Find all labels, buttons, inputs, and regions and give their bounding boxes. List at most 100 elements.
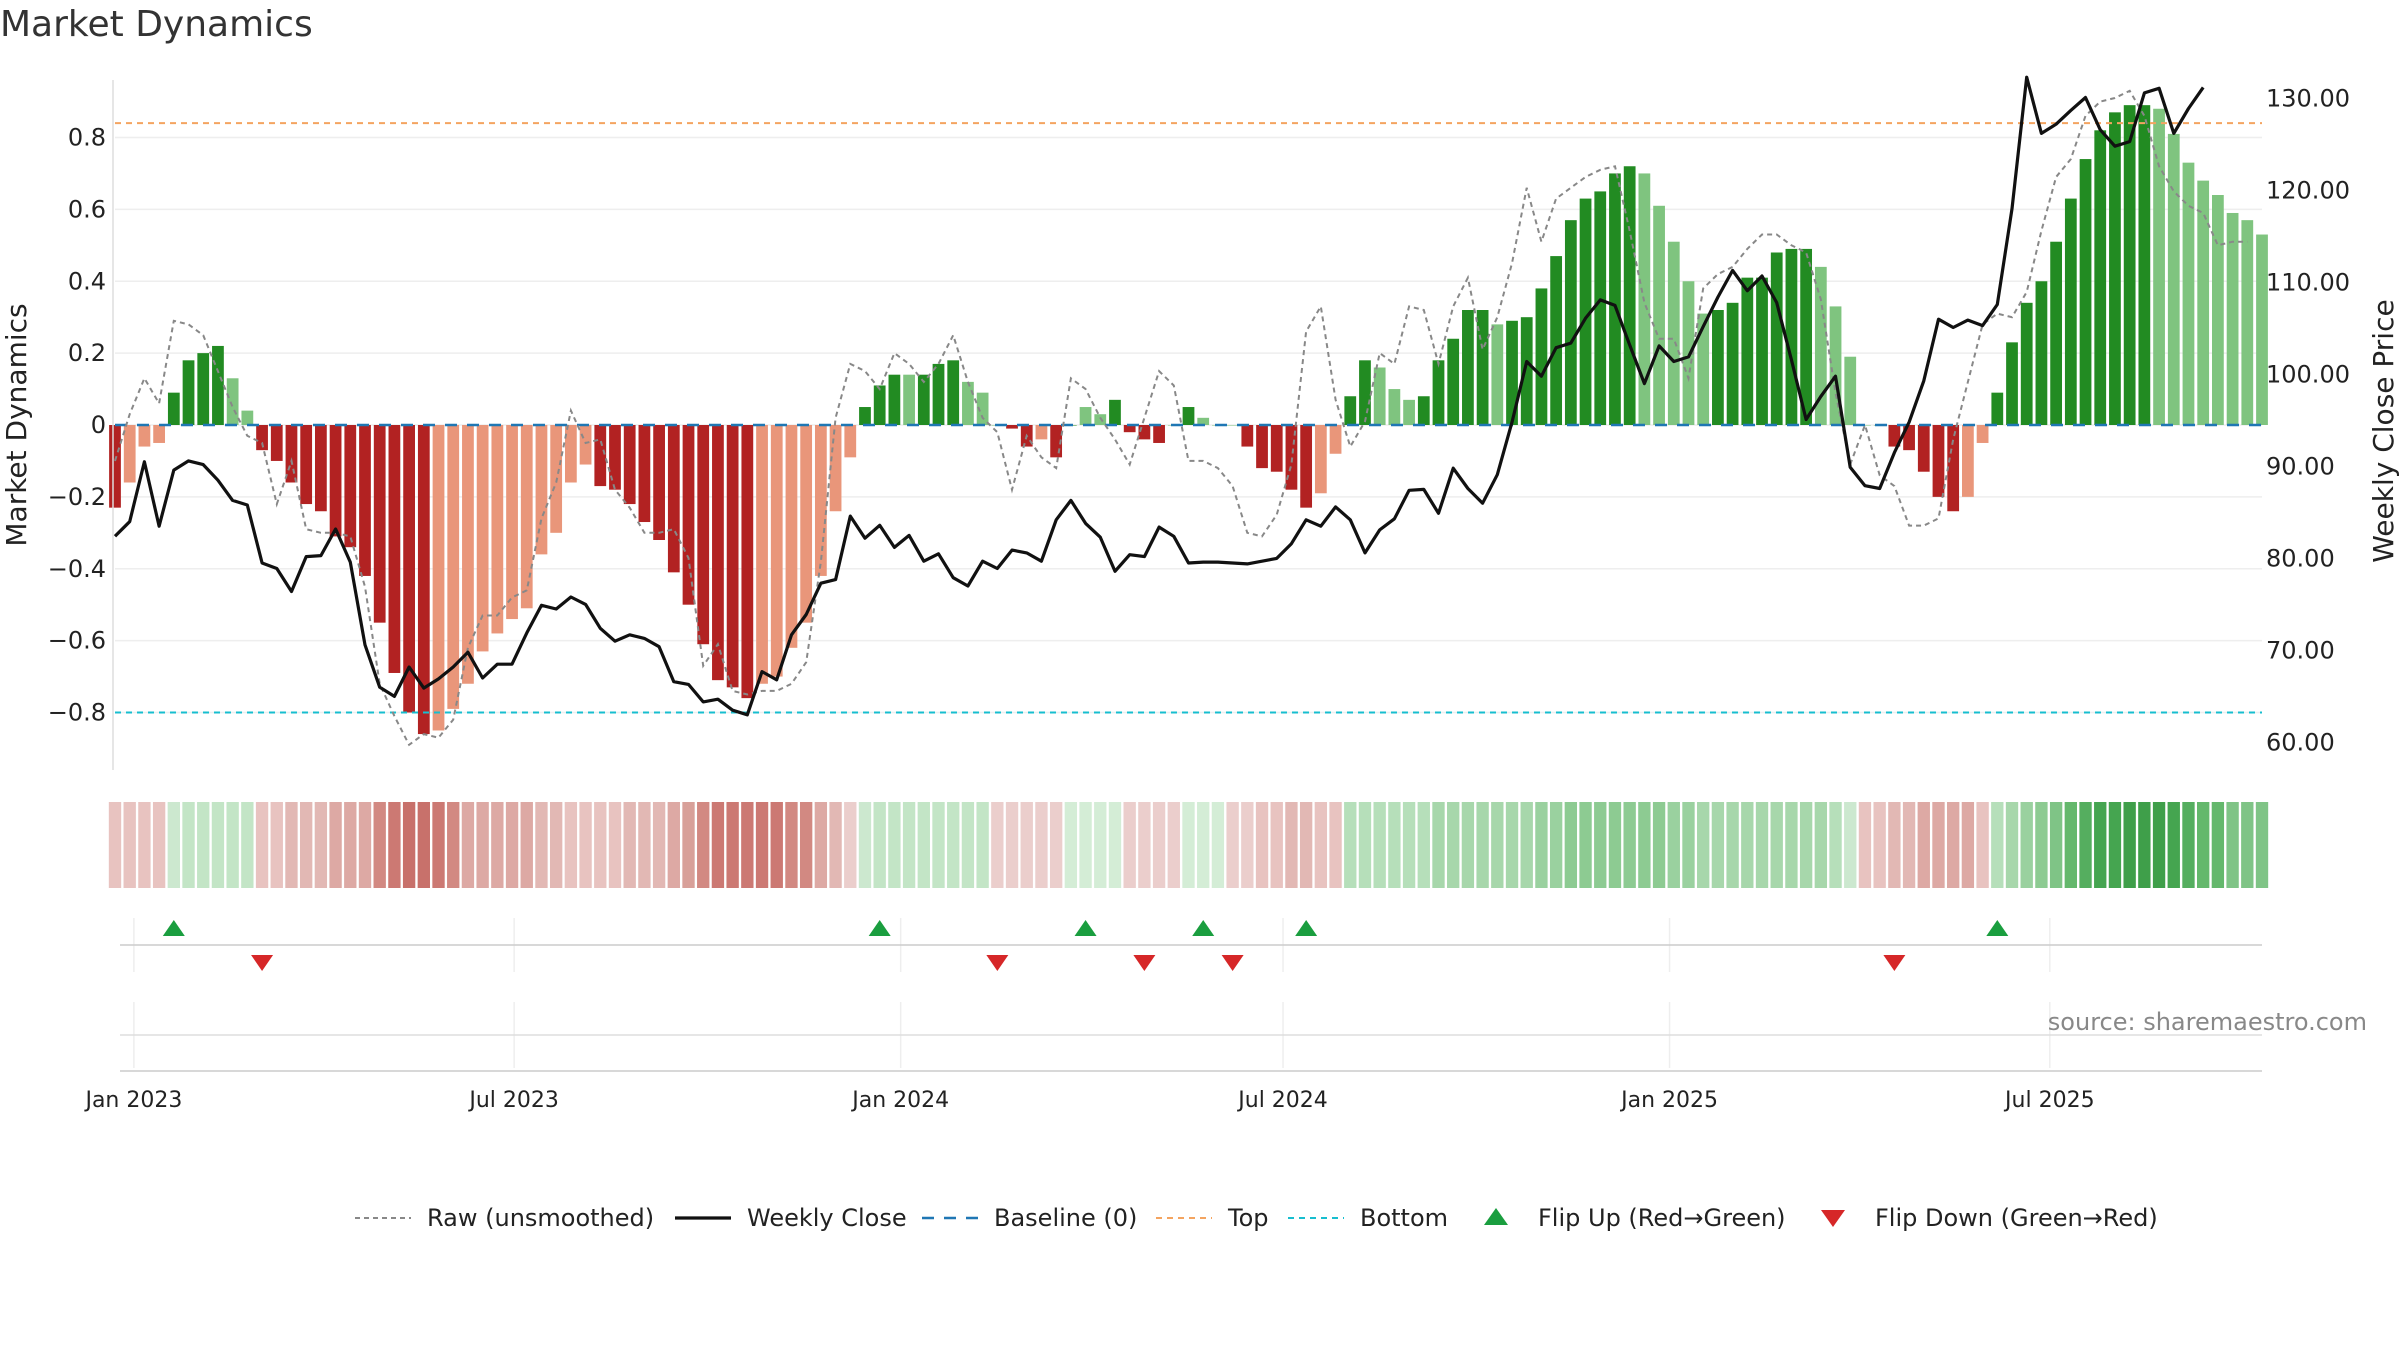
dynamics-bar — [329, 425, 342, 537]
regime-cell — [505, 802, 519, 888]
dynamics-bar — [1373, 367, 1386, 425]
regime-cell — [197, 802, 210, 888]
regime-cell — [1947, 802, 1960, 888]
y-tick-label: −0.4 — [48, 555, 106, 583]
flip-down-marker — [1133, 955, 1156, 971]
dynamics-bar — [785, 425, 798, 648]
regime-cell — [1814, 802, 1828, 888]
regime-cell — [2005, 802, 2019, 888]
regime-cell — [902, 802, 916, 888]
regime-cell — [1976, 802, 1989, 888]
regime-cell — [1079, 802, 1092, 888]
dynamics-bar — [859, 407, 871, 425]
dynamics-bar — [1712, 310, 1724, 425]
regime-cell — [402, 802, 416, 888]
dynamics-bar — [1814, 266, 1827, 425]
regime-cell — [2226, 802, 2239, 888]
dynamics-bar — [829, 425, 842, 512]
regime-cell — [1094, 802, 1107, 888]
legend-label-flip-up: Flip Up (Red→Green) — [1538, 1204, 1786, 1232]
dynamics-bar — [1506, 320, 1518, 425]
legend: Raw (unsmoothed) Weekly Close Baseline (0)… — [355, 1204, 2158, 1232]
flip-markers-panel — [120, 918, 2262, 972]
regime-cell — [329, 802, 342, 888]
regime-cell — [770, 802, 783, 888]
dynamics-bar — [1903, 425, 1915, 451]
dynamics-bar — [1476, 310, 1489, 425]
regime-cell — [1697, 802, 1710, 888]
regime-cell — [1020, 802, 1033, 888]
dynamics-bar — [1550, 256, 1563, 425]
regime-cell — [270, 802, 283, 888]
dynamics-bar — [917, 374, 930, 425]
dynamics-bar — [1079, 407, 1092, 425]
dynamics-bar — [1917, 425, 1930, 472]
dynamics-bar — [344, 425, 357, 548]
regime-cell — [1270, 802, 1283, 888]
legend-label-close: Weekly Close — [747, 1204, 907, 1232]
regime-cell — [1005, 802, 1019, 888]
regime-cell — [241, 802, 254, 888]
regime-cell — [947, 802, 960, 888]
y2-tick-label: 110.00 — [2266, 268, 2350, 296]
regime-cell — [2123, 802, 2136, 888]
dynamics-bar — [2123, 105, 2136, 425]
dynamics-bar — [712, 425, 724, 681]
y2-tick-label: 90.00 — [2266, 452, 2335, 480]
dynamics-bar — [682, 425, 695, 605]
regime-cell — [1108, 802, 1122, 888]
x-tick-label: Jan 2024 — [850, 1088, 949, 1113]
dynamics-bar — [2197, 180, 2210, 425]
axes: −0.8 −0.6 −0.4 −0.2 0 0.2 0.4 0.6 0.8 60.00 70.00 8… — [0, 80, 2400, 770]
raw-series-line — [114, 89, 2248, 747]
dynamics-bar — [182, 360, 195, 425]
regime-cell — [2079, 802, 2092, 888]
dynamics-bar — [667, 425, 680, 573]
dynamics-bar — [1300, 425, 1313, 508]
dynamics-bar — [976, 392, 989, 425]
regime-cell — [1138, 802, 1151, 888]
dynamics-bar — [1138, 425, 1151, 440]
dynamics-bar — [403, 425, 415, 713]
regime-cell — [1461, 802, 1475, 888]
regime-cell — [226, 802, 239, 888]
regime-cell — [2020, 802, 2033, 888]
dynamics-bar — [770, 425, 783, 677]
regime-cell — [1388, 802, 1401, 888]
regime-cell — [2241, 802, 2254, 888]
y-tick-label: 0.4 — [68, 267, 106, 295]
regime-cell — [549, 802, 563, 888]
dynamics-bar — [2035, 281, 2048, 425]
dynamics-bar — [373, 425, 386, 623]
dynamics-bar — [2079, 159, 2092, 425]
regime-cell — [2211, 802, 2225, 888]
regime-cell — [1344, 802, 1357, 888]
dynamics-bar — [1123, 425, 1136, 433]
regime-cell — [447, 802, 460, 888]
regime-cell — [1711, 802, 1725, 888]
regime-cell — [844, 802, 857, 888]
regime-cell — [1329, 802, 1342, 888]
regime-cell — [608, 802, 622, 888]
dynamics-bar — [741, 425, 754, 699]
legend-flip-up-swatch — [1484, 1208, 1508, 1225]
dynamics-bar — [1962, 425, 1974, 497]
dynamics-bar — [1050, 425, 1063, 458]
regime-cell — [211, 802, 225, 888]
dynamics-bar — [1741, 277, 1754, 425]
dynamics-bar — [2256, 234, 2268, 425]
regime-cell — [1770, 802, 1783, 888]
regime-cell — [726, 802, 739, 888]
dynamics-bar — [1462, 310, 1474, 425]
dynamics-bar — [800, 425, 813, 623]
dynamics-bar — [476, 425, 489, 652]
dynamics-bar — [1564, 220, 1577, 425]
dynamics-bar — [2226, 212, 2239, 425]
legend-label-raw: Raw (unsmoothed) — [427, 1204, 654, 1232]
regime-cell — [358, 802, 372, 888]
regime-cell — [1167, 802, 1180, 888]
regime-cell — [1549, 802, 1563, 888]
dynamics-bar — [2006, 342, 2018, 425]
regime-cell — [1991, 802, 2004, 888]
x-tick-label: Jul 2025 — [2003, 1088, 2095, 1113]
